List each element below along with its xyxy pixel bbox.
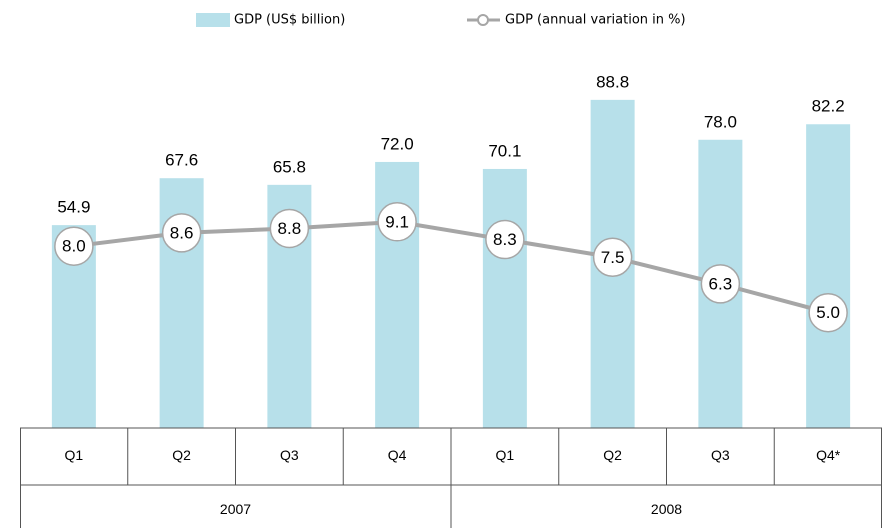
bar-value-label: 78.0 xyxy=(704,112,737,131)
x-tick-label: Q2 xyxy=(603,447,622,463)
x-tick-label: Q3 xyxy=(280,447,299,463)
bar-value-label: 65.8 xyxy=(273,157,306,176)
legend-label: GDP (US$ billion) xyxy=(234,13,345,28)
bar-value-label: 72.0 xyxy=(381,134,414,153)
x-tick-label: Q1 xyxy=(65,447,84,463)
bar-value-label: 70.1 xyxy=(488,141,521,160)
x-tick-label: Q4* xyxy=(816,447,841,463)
line-marker xyxy=(54,226,94,266)
line-value-label: 6.3 xyxy=(709,274,733,293)
x-tick-label: Q4 xyxy=(388,447,407,463)
group-label: 2008 xyxy=(651,501,682,517)
line-marker xyxy=(161,213,202,253)
bar-value-label: 82.2 xyxy=(812,97,845,116)
bar xyxy=(375,161,420,428)
line-marker xyxy=(700,264,741,304)
legend-label: GDP (annual variation in %) xyxy=(505,13,686,28)
line-value-label: 8.6 xyxy=(170,223,194,242)
bar xyxy=(482,168,527,428)
group-label: 2007 xyxy=(220,501,251,517)
bar-value-label: 67.6 xyxy=(165,151,198,170)
line-value-label: 7.5 xyxy=(601,248,625,267)
bar-value-label: 88.8 xyxy=(596,72,629,91)
line-marker xyxy=(485,219,525,260)
legend-marker xyxy=(477,14,489,26)
bar xyxy=(806,124,851,428)
line-value-label: 9.1 xyxy=(385,212,409,231)
x-tick-label: Q2 xyxy=(172,447,191,463)
line-value-label: 8.8 xyxy=(278,219,302,238)
bar-value-label: 54.9 xyxy=(57,198,90,217)
line-marker xyxy=(269,208,310,249)
line-marker xyxy=(808,292,848,333)
x-tick-label: Q3 xyxy=(711,447,730,463)
line-marker xyxy=(592,237,633,278)
line-value-label: 5.0 xyxy=(816,303,840,322)
legend-swatch xyxy=(196,13,230,27)
line-marker xyxy=(377,202,417,242)
line-value-label: 8.3 xyxy=(493,230,517,249)
x-tick-label: Q1 xyxy=(496,447,515,463)
line-value-label: 8.0 xyxy=(62,237,86,256)
